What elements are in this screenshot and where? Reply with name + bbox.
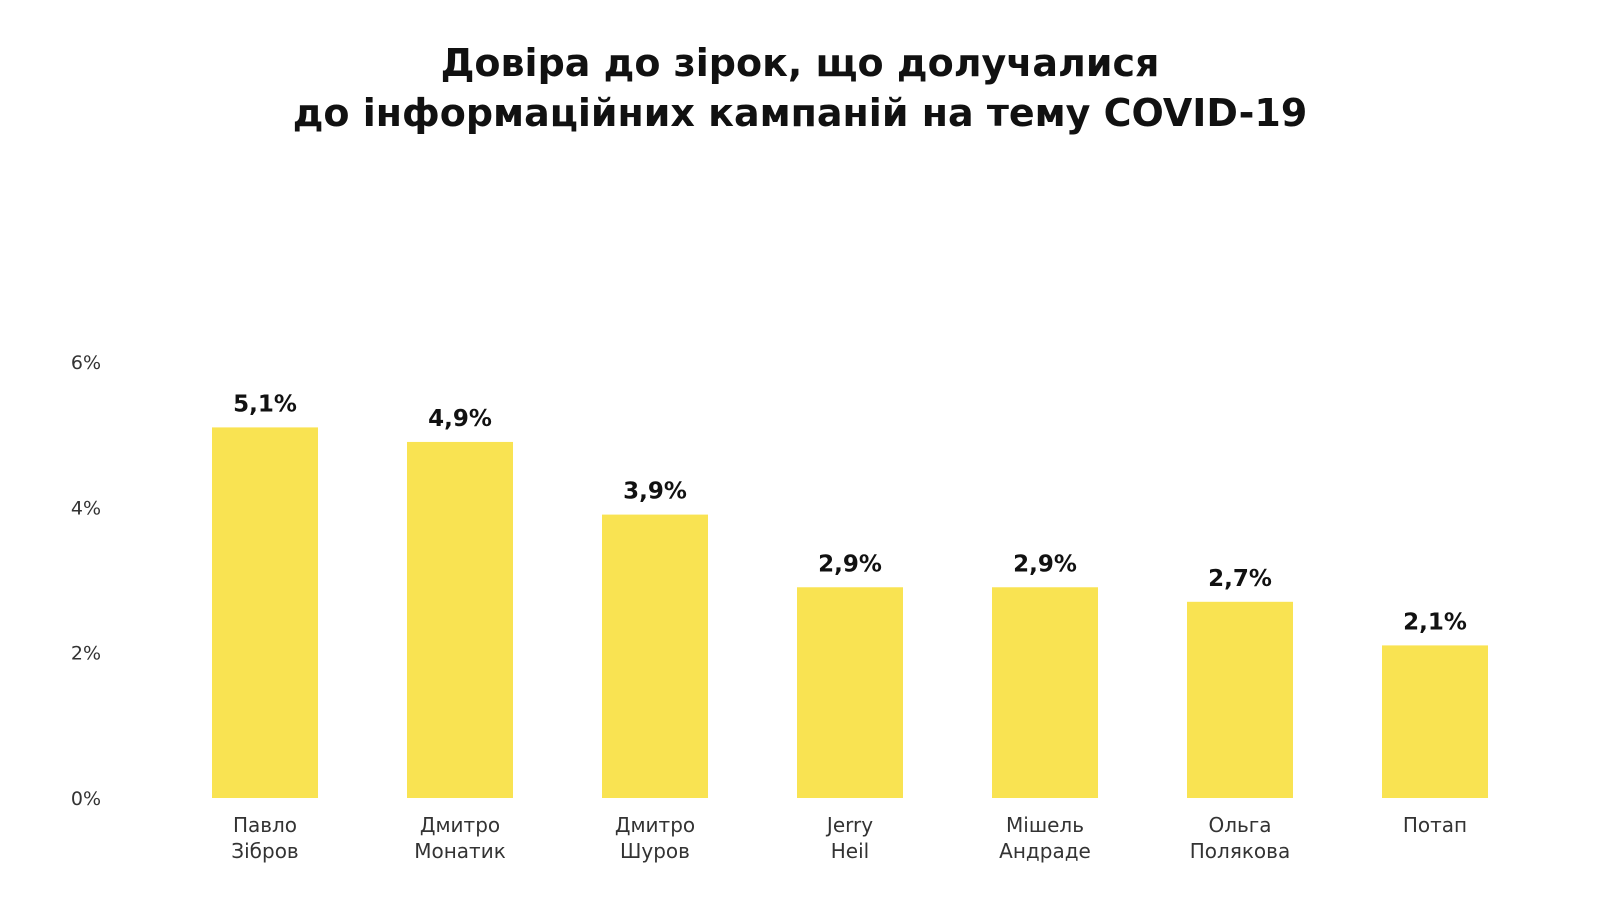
x-tick-label: Мішель [1006,813,1084,837]
y-tick-label: 0% [71,788,101,810]
data-label: 4,9% [428,406,492,432]
data-label: 2,7% [1208,566,1272,592]
bar [602,514,708,798]
y-axis: 0% 2% 4% 6% [71,352,101,810]
bars [212,427,1488,798]
bar [797,587,903,798]
x-tick-label: Андраде [999,839,1091,863]
y-tick-label: 6% [71,352,101,374]
x-tick-label: Полякова [1190,839,1290,863]
x-tick-label: Шуров [620,839,690,863]
x-tick-label: Ольга [1208,813,1271,837]
y-tick-label: 2% [71,643,101,665]
x-tick-label: Дмитро [615,813,695,837]
chart-title-line-2: до інформаційних кампаній на тему COVID-… [292,91,1308,135]
data-label: 2,1% [1403,609,1467,635]
bar [1187,601,1293,798]
bar [992,587,1098,798]
x-axis: ПавлоЗібровДмитроМонатикДмитроШуровJerry… [231,813,1467,863]
chart-title: Довіра до зірок, що долучалися до інформ… [0,38,1600,138]
x-tick-label: Зібров [231,839,298,863]
data-label: 5,1% [233,391,297,417]
data-label: 3,9% [623,479,687,505]
x-tick-label: Потап [1403,813,1467,837]
x-tick-label: Heil [831,839,869,863]
x-tick-label: Монатик [414,839,506,863]
y-tick-label: 4% [71,497,101,519]
bar [1382,645,1488,798]
data-label: 2,9% [818,551,882,577]
chart-title-line-1: Довіра до зірок, що долучалися [440,41,1160,85]
bar [212,427,318,798]
data-label: 2,9% [1013,551,1077,577]
value-labels: 5,1% 4,9% 3,9% 2,9% 2,9% 2,7% 2,1% [233,391,1467,635]
x-tick-label: Дмитро [420,813,500,837]
x-tick-label: Павло [233,813,297,837]
bar [407,441,513,798]
x-tick-label: Jerry [825,813,873,837]
